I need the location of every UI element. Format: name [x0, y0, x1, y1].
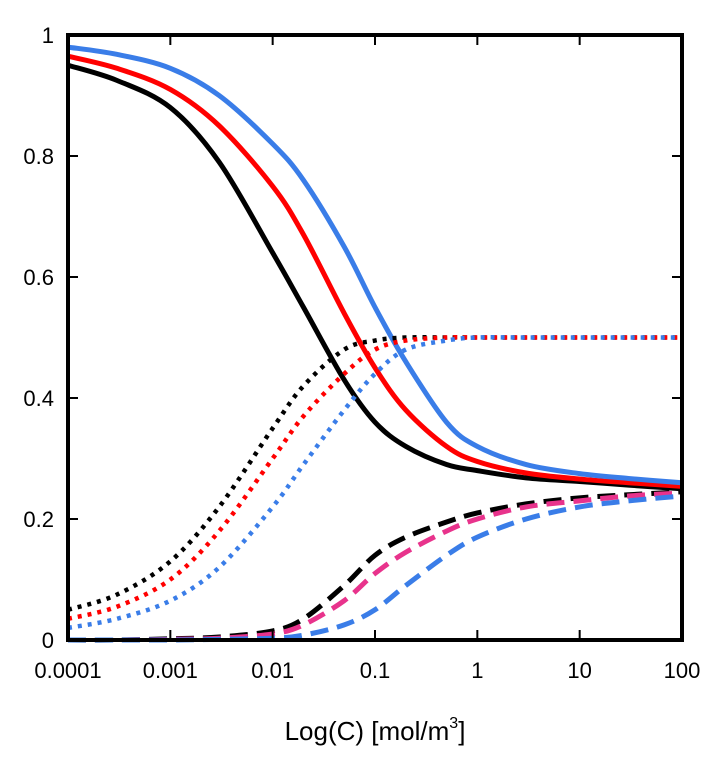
y-tick-label: 0.6	[23, 265, 54, 290]
x-axis-title-main: Log(C) [mol/m	[285, 716, 450, 746]
x-tick-label: 0.0001	[34, 658, 101, 683]
x-axis-title-suffix: ]	[458, 716, 465, 746]
series-red-solid	[67, 53, 683, 489]
series-blue-dotted	[67, 335, 682, 631]
y-tick-label: 0.2	[23, 507, 54, 532]
y-tick-label: 0	[42, 628, 54, 653]
x-tick-label: 0.001	[143, 658, 198, 683]
x-tick-label: 0.01	[251, 658, 294, 683]
y-tick-label: 0.8	[23, 144, 54, 169]
x-tick-label: 0.1	[360, 658, 391, 683]
series-black-dashed	[67, 489, 683, 643]
series-red-dotted	[67, 335, 682, 622]
x-axis-title: Log(C) [mol/m3]	[285, 715, 466, 746]
x-tick-label: 1	[471, 658, 483, 683]
plot-frame	[66, 33, 684, 642]
series-black-solid	[67, 62, 683, 492]
x-tick-label: 100	[664, 658, 701, 683]
series-blue-solid	[67, 44, 683, 486]
series-magenta-dashed	[67, 490, 683, 643]
x-axis-title-superscript: 3	[449, 715, 458, 732]
y-tick-label: 1	[42, 23, 54, 48]
series-black-dotted	[67, 335, 682, 612]
ticks-layer: 0.0001 0.001 0.01 0.1 1 10 100 0 0.2 0.4 0.6 0.8 1	[23, 23, 700, 683]
series-layer	[67, 44, 683, 643]
y-tick-label: 0.4	[23, 386, 54, 411]
x-tick-label: 10	[567, 658, 591, 683]
